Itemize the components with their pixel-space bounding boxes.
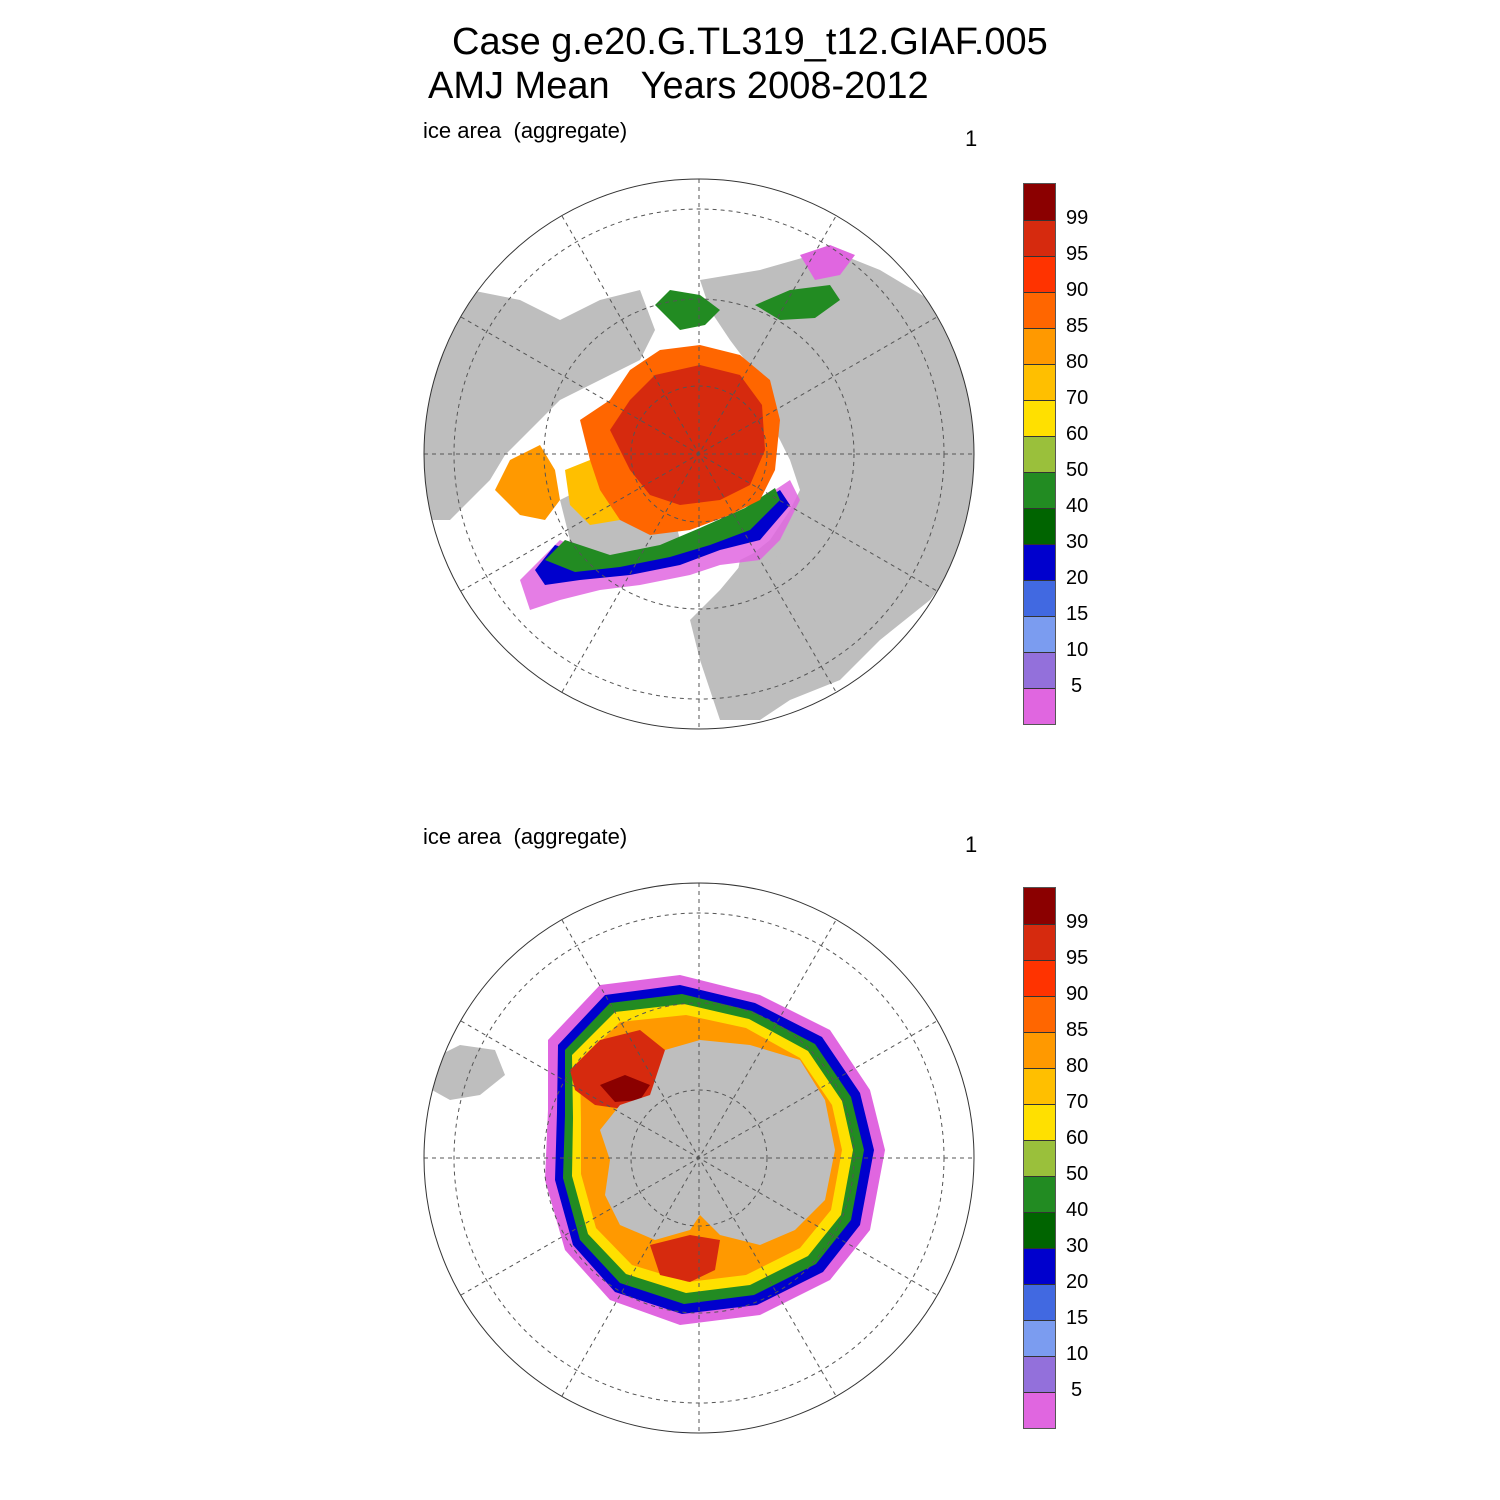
colorbar-segment: [1024, 1068, 1055, 1104]
colorbar-tick-label: 20: [1066, 567, 1089, 589]
colorbar-tick-label: 95: [1066, 243, 1089, 265]
colorbar-segment: [1024, 1032, 1055, 1068]
colorbar-segment: [1024, 1176, 1055, 1212]
south-graticule: [424, 883, 974, 1433]
colorbar-segment: [1024, 292, 1055, 328]
colorbar-tick-label: 85: [1066, 1019, 1089, 1041]
colorbar-segment: [1024, 960, 1055, 996]
north-ice-edge-green: [545, 488, 780, 572]
north-polar-map: [423, 178, 975, 730]
colorbar-tick-label: 99: [1066, 207, 1089, 229]
colorbar-segment: [1024, 184, 1055, 220]
south-polar-map: [423, 882, 975, 1434]
colorbar-segment: [1024, 616, 1055, 652]
colorbar-segment: [1024, 472, 1055, 508]
colorbar-tick-label: 5: [1071, 675, 1083, 697]
south-map-content: [424, 883, 974, 1433]
colorbar-segment: [1024, 1320, 1055, 1356]
colorbar-tick-label: 15: [1066, 603, 1089, 625]
colorbar-tick-label: 80: [1066, 1055, 1089, 1077]
colorbar-tick-label: 60: [1066, 423, 1089, 445]
colorbar-tick-label: 80: [1066, 351, 1089, 373]
colorbar-tick-label: 50: [1066, 459, 1089, 481]
colorbar-panel1: [1023, 183, 1056, 725]
colorbar-segment: [1024, 652, 1055, 688]
colorbar-segment: [1024, 1140, 1055, 1176]
colorbar-segment: [1024, 400, 1055, 436]
north-ice-hudson: [495, 445, 560, 520]
colorbar-segment: [1024, 544, 1055, 580]
north-ice-bering: [655, 290, 720, 330]
colorbar-tick-label: 70: [1066, 1091, 1089, 1113]
colorbar-tick-label: 90: [1066, 983, 1089, 1005]
colorbar-tick-label: 60: [1066, 1127, 1089, 1149]
figure-title-period: AMJ Mean Years 2008-2012: [428, 65, 929, 107]
colorbar-tick-label: 70: [1066, 387, 1089, 409]
colorbar-segment: [1024, 580, 1055, 616]
colorbar-tick-label: 20: [1066, 1271, 1089, 1293]
colorbar-tick-label: 10: [1066, 639, 1089, 661]
north-graticule: [424, 179, 974, 729]
colorbar-segment: [1024, 508, 1055, 544]
north-ice-okhotsk: [755, 285, 840, 320]
colorbar-tick-label: 50: [1066, 1163, 1089, 1185]
colorbar-segment: [1024, 1392, 1055, 1428]
south-ice-weddell-core: [600, 1075, 650, 1102]
panel1-variable-label: ice area (aggregate): [423, 118, 628, 143]
colorbar-segment: [1024, 1248, 1055, 1284]
colorbar-segment: [1024, 1212, 1055, 1248]
north-land-america: [424, 290, 655, 520]
colorbar-tick-label: 40: [1066, 1199, 1089, 1221]
colorbar-segment: [1024, 888, 1055, 924]
colorbar-segment: [1024, 1284, 1055, 1320]
colorbar-segment: [1024, 688, 1055, 724]
colorbar-tick-label: 30: [1066, 1235, 1089, 1257]
colorbar-tick-label: 10: [1066, 1343, 1089, 1365]
colorbar-segment: [1024, 924, 1055, 960]
south-map-border: [423, 882, 975, 1434]
colorbar-tick-label: 40: [1066, 495, 1089, 517]
north-map-border: [423, 178, 975, 730]
north-map-content: [424, 179, 974, 729]
colorbar-tick-label: 5: [1071, 1379, 1083, 1401]
panel2-variable-label: ice area (aggregate): [423, 824, 628, 849]
panel2-number: 1: [965, 832, 978, 857]
colorbar-segment: [1024, 996, 1055, 1032]
colorbar-tick-label: 30: [1066, 531, 1089, 553]
colorbar-tick-label: 99: [1066, 911, 1089, 933]
colorbar-tick-label: 90: [1066, 279, 1089, 301]
south-ice-ross: [650, 1235, 720, 1282]
figure-title-case: Case g.e20.G.TL319_t12.GIAF.005: [452, 21, 1048, 63]
colorbar-segment: [1024, 1104, 1055, 1140]
colorbar-segment: [1024, 1356, 1055, 1392]
colorbar-segment: [1024, 436, 1055, 472]
south-land-antarctica: [600, 1040, 835, 1245]
colorbar-tick-label: 15: [1066, 1307, 1089, 1329]
colorbar-segment: [1024, 364, 1055, 400]
colorbar-segment: [1024, 256, 1055, 292]
colorbar-panel2: [1023, 887, 1056, 1429]
colorbar-segment: [1024, 220, 1055, 256]
south-land-south-america: [430, 1045, 505, 1100]
colorbar-tick-label: 85: [1066, 315, 1089, 337]
colorbar-tick-label: 95: [1066, 947, 1089, 969]
panel1-number: 1: [965, 126, 978, 151]
colorbar-segment: [1024, 328, 1055, 364]
north-land-scandinavia: [730, 545, 790, 640]
